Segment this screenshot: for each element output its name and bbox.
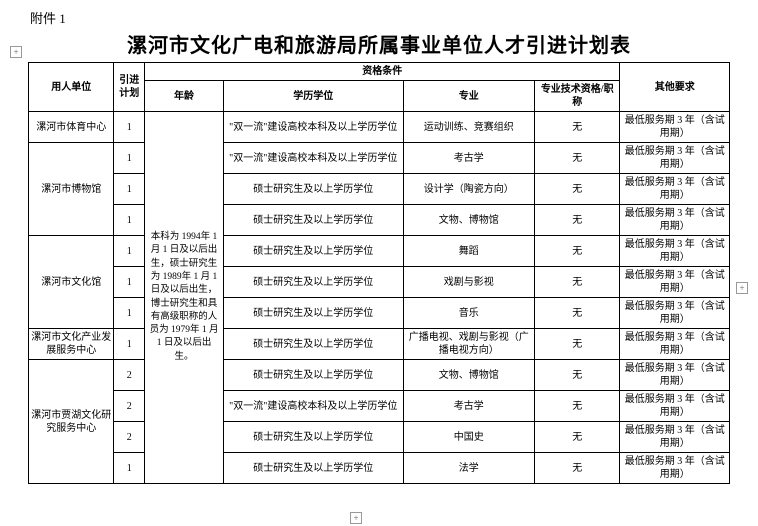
table-row: 漯河市贾湖文化研究服务中心2硕士研究生及以上学历学位文物、博物馆无最低服务期 3…: [29, 360, 730, 391]
cell-plan: 2: [114, 391, 145, 422]
cell-major: 广播电视、戏剧与影视（广播电视方向）: [403, 329, 534, 360]
table-row: 1 硕士研究生及以上学历学位文物、博物馆无最低服务期 3 年（含试用期）: [29, 205, 730, 236]
cell-edu: "双一流"建设高校本科及以上学历学位: [223, 143, 403, 174]
cell-employer: 漯河市博物馆: [29, 143, 114, 236]
cell-edu: 硕士研究生及以上学历学位: [223, 298, 403, 329]
cell-plan: 1: [114, 329, 145, 360]
cell-employer: 漯河市文化馆: [29, 236, 114, 329]
table-row: 1 硕士研究生及以上学历学位音乐无最低服务期 3 年（含试用期）: [29, 298, 730, 329]
cell-other: 最低服务期 3 年（含试用期）: [620, 422, 730, 453]
cell-major: 设计学（陶瓷方向）: [403, 174, 534, 205]
cell-other: 最低服务期 3 年（含试用期）: [620, 453, 730, 484]
cell-tech-qual: 无: [535, 360, 620, 391]
cell-plan: 1: [114, 174, 145, 205]
cell-other: 最低服务期 3 年（含试用期）: [620, 112, 730, 143]
cell-plan: 1: [114, 112, 145, 143]
cell-other: 最低服务期 3 年（含试用期）: [620, 298, 730, 329]
cell-tech-qual: 无: [535, 329, 620, 360]
cell-tech-qual: 无: [535, 267, 620, 298]
cell-employer: 漯河市体育中心: [29, 112, 114, 143]
expand-handle-bottom[interactable]: +: [350, 512, 362, 524]
cell-major: 音乐: [403, 298, 534, 329]
cell-plan: 2: [114, 360, 145, 391]
table-row: 1 硕士研究生及以上学历学位戏剧与影视无最低服务期 3 年（含试用期）: [29, 267, 730, 298]
recruitment-table: 用人单位 引进计划 资格条件 其他要求 年龄 学历学位 专业 专业技术资格/职称…: [28, 62, 730, 484]
cell-major: 戏剧与影视: [403, 267, 534, 298]
cell-tech-qual: 无: [535, 391, 620, 422]
th-qual-group: 资格条件: [145, 63, 620, 81]
cell-edu: "双一流"建设高校本科及以上学历学位: [223, 391, 403, 422]
cell-major: 文物、博物馆: [403, 205, 534, 236]
cell-other: 最低服务期 3 年（含试用期）: [620, 329, 730, 360]
cell-plan: 1: [114, 205, 145, 236]
th-plan: 引进计划: [114, 63, 145, 112]
cell-plan: 1: [114, 298, 145, 329]
cell-major: 中国史: [403, 422, 534, 453]
cell-other: 最低服务期 3 年（含试用期）: [620, 360, 730, 391]
cell-major: 考古学: [403, 143, 534, 174]
cell-edu: 硕士研究生及以上学历学位: [223, 205, 403, 236]
cell-tech-qual: 无: [535, 143, 620, 174]
cell-plan: 2: [114, 422, 145, 453]
cell-edu: 硕士研究生及以上学历学位: [223, 453, 403, 484]
cell-edu: 硕士研究生及以上学历学位: [223, 422, 403, 453]
cell-major: 法学: [403, 453, 534, 484]
table-row: 漯河市体育中心1本科为 1994年 1 月 1 日及以后出生，硕士研究生为 19…: [29, 112, 730, 143]
cell-plan: 1: [114, 143, 145, 174]
cell-tech-qual: 无: [535, 453, 620, 484]
expand-handle-left[interactable]: +: [10, 46, 22, 58]
cell-age: 本科为 1994年 1 月 1 日及以后出生，硕士研究生为 1989年 1 月 …: [145, 112, 224, 484]
cell-edu: 硕士研究生及以上学历学位: [223, 174, 403, 205]
cell-edu: "双一流"建设高校本科及以上学历学位: [223, 112, 403, 143]
cell-edu: 硕士研究生及以上学历学位: [223, 236, 403, 267]
table-row: 1 硕士研究生及以上学历学位法学无最低服务期 3 年（含试用期）: [29, 453, 730, 484]
cell-employer: 漯河市贾湖文化研究服务中心: [29, 360, 114, 484]
cell-major: 考古学: [403, 391, 534, 422]
cell-other: 最低服务期 3 年（含试用期）: [620, 143, 730, 174]
th-major: 专业: [403, 81, 534, 112]
cell-tech-qual: 无: [535, 422, 620, 453]
table-row: 漯河市文化馆1硕士研究生及以上学历学位舞蹈无最低服务期 3 年（含试用期）: [29, 236, 730, 267]
cell-tech-qual: 无: [535, 236, 620, 267]
th-edu: 学历学位: [223, 81, 403, 112]
cell-major: 舞蹈: [403, 236, 534, 267]
th-other: 其他要求: [620, 63, 730, 112]
table-row: 2 "双一流"建设高校本科及以上学历学位考古学无最低服务期 3 年（含试用期）: [29, 391, 730, 422]
cell-other: 最低服务期 3 年（含试用期）: [620, 267, 730, 298]
cell-plan: 1: [114, 236, 145, 267]
cell-edu: 硕士研究生及以上学历学位: [223, 267, 403, 298]
table-row: 1 硕士研究生及以上学历学位设计学（陶瓷方向）无最低服务期 3 年（含试用期）: [29, 174, 730, 205]
cell-tech-qual: 无: [535, 112, 620, 143]
cell-tech-qual: 无: [535, 205, 620, 236]
cell-edu: 硕士研究生及以上学历学位: [223, 360, 403, 391]
expand-handle-right[interactable]: +: [736, 282, 748, 294]
cell-tech-qual: 无: [535, 298, 620, 329]
page-title: 漯河市文化广电和旅游局所属事业单位人才引进计划表: [28, 29, 730, 58]
cell-edu: 硕士研究生及以上学历学位: [223, 329, 403, 360]
cell-other: 最低服务期 3 年（含试用期）: [620, 391, 730, 422]
cell-major: 文物、博物馆: [403, 360, 534, 391]
cell-plan: 1: [114, 267, 145, 298]
attachment-label: 附件 1: [30, 8, 730, 27]
cell-major: 运动训练、竞赛组织: [403, 112, 534, 143]
cell-other: 最低服务期 3 年（含试用期）: [620, 236, 730, 267]
table-row: 2 硕士研究生及以上学历学位中国史无最低服务期 3 年（含试用期）: [29, 422, 730, 453]
th-employer: 用人单位: [29, 63, 114, 112]
table-body: 漯河市体育中心1本科为 1994年 1 月 1 日及以后出生，硕士研究生为 19…: [29, 112, 730, 484]
cell-other: 最低服务期 3 年（含试用期）: [620, 174, 730, 205]
cell-plan: 1: [114, 453, 145, 484]
table-row: 漯河市文化产业发展服务中心1 硕士研究生及以上学历学位广播电视、戏剧与影视（广播电…: [29, 329, 730, 360]
cell-employer: 漯河市文化产业发展服务中心: [29, 329, 114, 360]
th-age: 年龄: [145, 81, 224, 112]
th-tech-qual: 专业技术资格/职称: [535, 81, 620, 112]
cell-tech-qual: 无: [535, 174, 620, 205]
table-row: 漯河市博物馆1"双一流"建设高校本科及以上学历学位考古学无最低服务期 3 年（含…: [29, 143, 730, 174]
cell-other: 最低服务期 3 年（含试用期）: [620, 205, 730, 236]
